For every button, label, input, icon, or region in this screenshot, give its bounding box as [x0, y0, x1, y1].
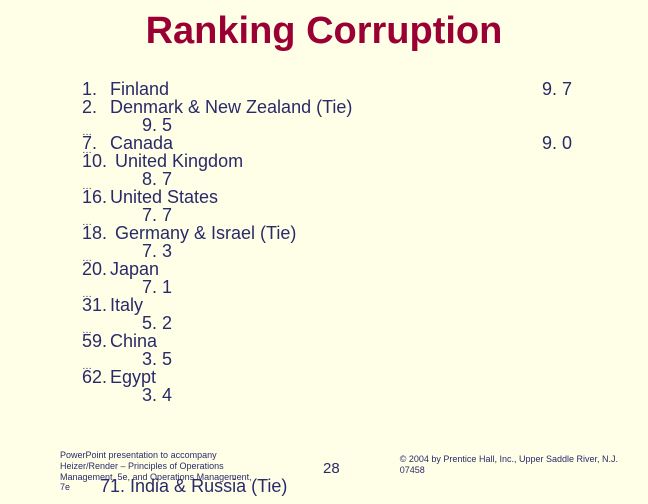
slide: Ranking Corruption 1.Finland9. 72.Denmar… — [0, 0, 648, 504]
country-name: Canada — [110, 133, 173, 153]
ranking-row: 59.China — [82, 332, 562, 350]
slide-title: Ranking Corruption — [0, 10, 648, 53]
score: 9. 5 — [82, 116, 562, 134]
rank-number: 18. — [82, 224, 110, 242]
credits: PowerPoint presentation to accompany Hei… — [60, 450, 252, 493]
credits-line: PowerPoint presentation to accompany — [60, 450, 252, 461]
credits-line: Management, 5e, and Operations Managemen… — [60, 472, 252, 483]
ranking-row: 16.United States — [82, 188, 562, 206]
ellipsis: … — [82, 290, 92, 294]
ranking-row: 1.Finland9. 7 — [82, 80, 562, 98]
copyright-line: © 2004 by Prentice Hall, Inc., Upper Sad… — [400, 454, 618, 465]
ranking-row: 7.Canada9. 0 — [82, 134, 562, 152]
rank-number: 20. — [82, 260, 110, 278]
score: 3. 4 — [82, 386, 562, 404]
score: 7. 3 — [82, 242, 562, 260]
country-name: Germany & Israel (Tie) — [110, 223, 296, 243]
copyright-line: 07458 — [400, 465, 618, 476]
score: 3. 5 — [82, 350, 562, 368]
country-name: China — [110, 331, 157, 351]
credits-line: Heizer/Render – Principles of Operations — [60, 461, 252, 472]
rank-number: 62. — [82, 368, 110, 386]
ranking-row: 2.Denmark & New Zealand (Tie) — [82, 98, 562, 116]
score: 9. 7 — [542, 80, 572, 98]
ellipsis: … — [82, 326, 92, 330]
ranking-row: 20.Japan — [82, 260, 562, 278]
ranking-list: 1.Finland9. 72.Denmark & New Zealand (Ti… — [82, 80, 562, 404]
copyright: © 2004 by Prentice Hall, Inc., Upper Sad… — [400, 454, 618, 476]
country-name: Italy — [110, 295, 143, 315]
rank-number: 1. — [82, 80, 110, 98]
rank-number: 31. — [82, 296, 110, 314]
rank-number: 59. — [82, 332, 110, 350]
page-number: 28 — [323, 460, 340, 477]
ellipsis: … — [82, 182, 92, 186]
ellipsis: … — [82, 128, 92, 132]
country-name: Denmark & New Zealand (Tie) — [110, 97, 352, 117]
rank-number: 16. — [82, 188, 110, 206]
country-name: Japan — [110, 259, 159, 279]
country-name: Finland — [110, 79, 169, 99]
score: 7. 7 — [82, 206, 562, 224]
score: 7. 1 — [82, 278, 562, 296]
country-name: United States — [110, 187, 218, 207]
score: 9. 0 — [542, 134, 572, 152]
country-name: Egypt — [110, 367, 156, 387]
ellipsis: … — [82, 146, 92, 150]
ellipsis: … — [82, 218, 92, 222]
rank-number: 10. — [82, 152, 110, 170]
ranking-row: 31.Italy — [82, 296, 562, 314]
score: 8. 7 — [82, 170, 562, 188]
ellipsis: … — [82, 362, 92, 366]
rank-number: 2. — [82, 98, 110, 116]
ranking-row: 18. Germany & Israel (Tie) — [82, 224, 562, 242]
ranking-row: 10. United Kingdom — [82, 152, 562, 170]
credits-line: 7e — [60, 482, 252, 493]
ellipsis: … — [82, 254, 92, 258]
score: 5. 2 — [82, 314, 562, 332]
ranking-row: 62.Egypt — [82, 368, 562, 386]
country-name: United Kingdom — [110, 151, 243, 171]
